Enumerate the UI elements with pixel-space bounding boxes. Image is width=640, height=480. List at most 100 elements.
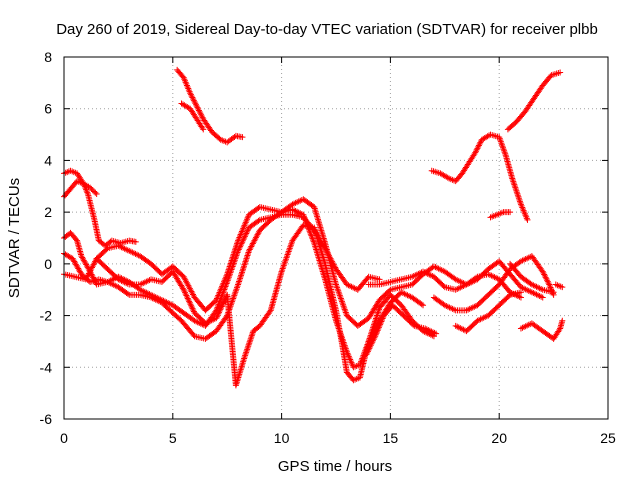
data-point (182, 291, 189, 298)
data-point (474, 145, 481, 152)
data-point (242, 352, 249, 359)
data-point (302, 216, 309, 223)
data-point (515, 195, 522, 202)
x-tick-label: 20 (491, 430, 507, 446)
data-point (216, 309, 223, 316)
data-point (244, 346, 251, 353)
data-point (307, 231, 314, 238)
data-point (300, 213, 307, 220)
y-tick-label: -6 (40, 411, 53, 427)
data-point (514, 190, 521, 197)
data-point (476, 141, 483, 148)
data-point (300, 211, 307, 218)
data-point (541, 272, 548, 279)
data-point (83, 186, 90, 193)
data-point (541, 271, 548, 278)
data-point (246, 338, 253, 345)
data-point (241, 353, 248, 360)
data-point (81, 183, 88, 190)
data-point (245, 343, 252, 350)
data-point (376, 276, 383, 283)
data-point (420, 302, 427, 309)
data-point (472, 148, 479, 155)
data-point (198, 113, 205, 120)
data-point (309, 235, 316, 242)
data-point (509, 177, 516, 184)
data-point (214, 312, 221, 319)
data-point (556, 326, 563, 333)
data-point (189, 94, 196, 101)
data-point (243, 229, 250, 236)
data-point (544, 278, 551, 285)
data-point (543, 275, 550, 282)
data-point (307, 229, 314, 236)
data-point (215, 301, 222, 308)
data-point (181, 288, 188, 295)
y-tick-label: 8 (44, 49, 52, 65)
data-point (511, 181, 518, 188)
data-point (513, 189, 520, 196)
x-tick-label: 0 (60, 430, 68, 446)
data-point (242, 350, 249, 357)
x-axis-label: GPS time / hours (278, 458, 392, 475)
data-point (243, 347, 250, 354)
data-point (244, 344, 251, 351)
data-point (248, 332, 255, 339)
data-point (247, 337, 254, 344)
data-point (444, 174, 451, 181)
x-tick-label: 25 (600, 430, 616, 446)
data-point (220, 300, 227, 307)
data-point (81, 182, 88, 189)
data-point (372, 333, 379, 340)
data-point (199, 124, 206, 131)
data-point (196, 108, 203, 115)
y-tick-label: 2 (44, 204, 52, 220)
data-point (183, 292, 190, 299)
data-point (200, 126, 207, 133)
data-point (247, 335, 254, 342)
data-point (180, 286, 187, 293)
data-point (184, 293, 191, 300)
data-point (374, 328, 381, 335)
data-point (473, 274, 480, 281)
data-point (475, 143, 482, 150)
data-point (215, 310, 222, 317)
data-point (243, 349, 250, 356)
data-point (218, 304, 225, 311)
data-point (378, 318, 385, 325)
data-point (509, 175, 516, 182)
data-point (187, 90, 194, 97)
data-point (190, 97, 197, 104)
data-point (418, 301, 425, 308)
data-point (186, 299, 193, 306)
data-point (515, 193, 522, 200)
data-point (193, 103, 200, 110)
data-point (194, 104, 201, 111)
data-point (188, 302, 195, 309)
data-point (550, 289, 557, 296)
data-point (540, 270, 547, 277)
x-tick-label: 5 (169, 430, 177, 446)
data-point (473, 146, 480, 153)
data-point (375, 325, 382, 332)
data-point (186, 298, 193, 305)
data-point (216, 299, 223, 306)
data-point (505, 293, 512, 300)
data-point (190, 307, 197, 314)
y-axis-label: SDTVAR / TECUs (6, 178, 23, 298)
data-point (306, 228, 313, 235)
data-point (248, 334, 255, 341)
data-point (216, 307, 223, 314)
data-point (559, 317, 566, 324)
data-point (545, 280, 552, 287)
data-point (377, 319, 384, 326)
data-point (246, 340, 253, 347)
y-tick-label: 6 (44, 101, 52, 117)
data-point (195, 107, 202, 114)
data-point (185, 296, 192, 303)
data-point (190, 95, 197, 102)
data-point (103, 246, 110, 253)
data-point (542, 274, 549, 281)
data-point (475, 142, 482, 149)
